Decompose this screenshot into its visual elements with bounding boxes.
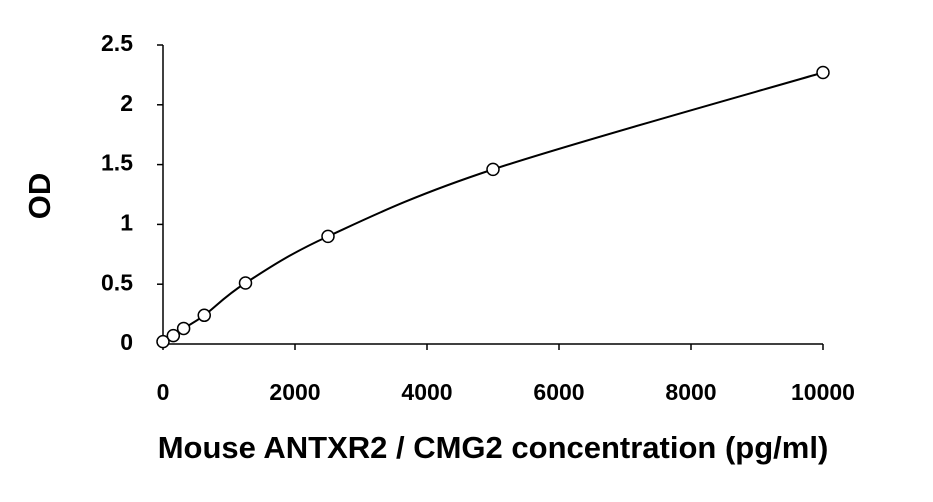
y-tick-label: 1.5 — [101, 150, 133, 176]
data-point — [816, 65, 830, 80]
y-tick-label: 0 — [120, 329, 133, 355]
data-point — [238, 276, 253, 290]
data-point — [321, 229, 335, 244]
y-tick-label: 0.5 — [101, 269, 133, 295]
data-point — [166, 328, 181, 343]
x-tick-label: 4000 — [401, 379, 452, 405]
x-axis-title: Mouse ANTXR2 / CMG2 concentration (pg/ml… — [158, 430, 829, 465]
data-point — [176, 321, 191, 336]
x-tick-label: 0 — [157, 379, 170, 405]
data-point — [197, 308, 211, 323]
x-tick-label: 10000 — [791, 379, 855, 405]
x-tick-label: 6000 — [533, 379, 584, 405]
x-tick-label: 8000 — [665, 379, 716, 405]
y-tick-label: 1 — [120, 209, 133, 235]
x-tick-label: 2000 — [269, 379, 320, 405]
y-tick-label: 2 — [120, 90, 133, 116]
data-point — [486, 162, 500, 177]
y-tick-label: 2.5 — [101, 30, 133, 56]
data-point — [156, 334, 170, 349]
y-axis-title: OD — [22, 173, 57, 220]
fit-line — [162, 71, 824, 343]
